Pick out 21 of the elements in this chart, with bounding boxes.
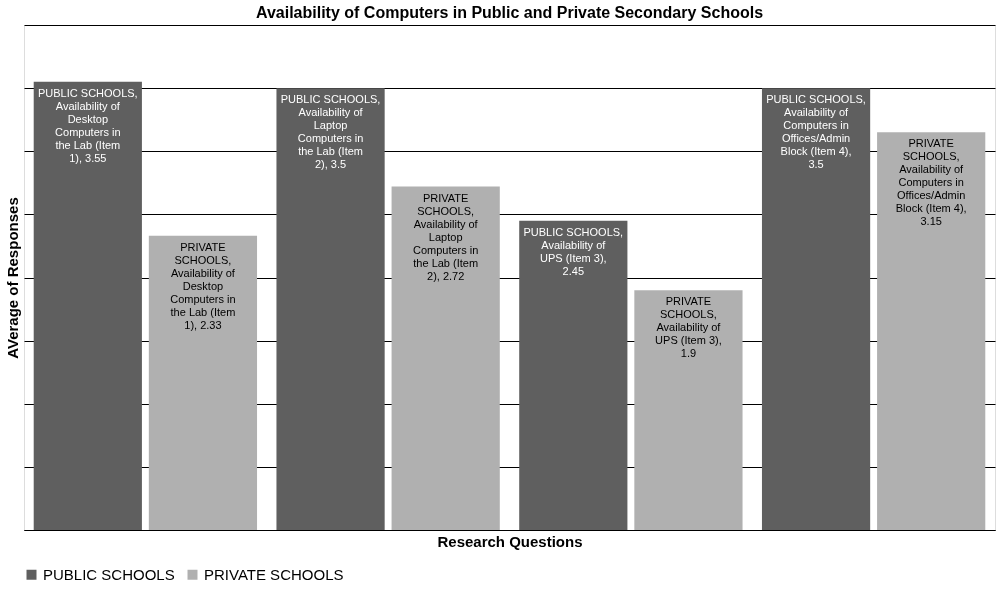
bar (33, 81, 142, 530)
legend-label: PRIVATE SCHOOLS (204, 565, 344, 583)
y-axis-title: AVerage of Responses (3, 197, 21, 359)
bar (634, 290, 743, 530)
data-label: PUBLIC SCHOOLS, Availability of Laptop Computers in the Lab (Item 2), 3.5 (280, 93, 381, 171)
data-label: PUBLIC SCHOOLS, Availability of Computers in Offices/Admin Block (Item 4), 3.5 (766, 93, 866, 171)
data-label: PUBLIC SCHOOLS, Availability of UPS (Item 3), 2.45 (523, 225, 624, 277)
bar (276, 88, 385, 530)
data-label: PRIVATE SCHOOLS, Availability of Laptop Computers in the Lab (Item 2), 2.72 (412, 191, 479, 282)
x-axis-title: Research Questions (437, 532, 583, 550)
bar (148, 235, 258, 530)
data-label: PRIVATE SCHOOLS, Availability of Computers in Offices/Admin Block (Item 4), 3.15 (895, 137, 967, 228)
data-label: PUBLIC SCHOOLS, Availability of Desktop Computers in the Lab (Item 1), 3.55 (38, 86, 138, 164)
bar (391, 186, 500, 530)
bar (877, 132, 986, 530)
data-label: PRIVATE SCHOOLS, Availability of UPS (Item 3), 1.9 (655, 295, 722, 360)
legend-label: PUBLIC SCHOOLS (43, 565, 175, 583)
chart-title: Availability of Computers in Public and Private Secondary Schools (255, 4, 764, 21)
bar (761, 88, 871, 530)
data-label: PRIVATE SCHOOLS, Availability of Desktop Computers in the Lab (Item 1), 2.33 (170, 240, 236, 331)
bar (519, 220, 628, 530)
